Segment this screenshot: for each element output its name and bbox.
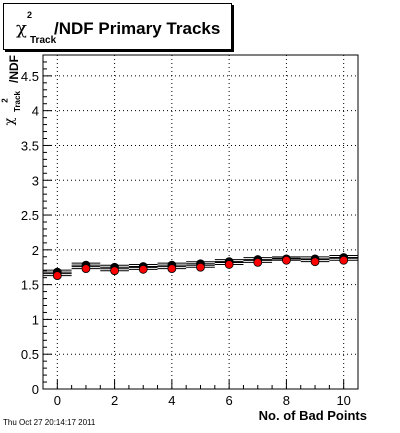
y-tick-label: 0.5 (21, 347, 39, 362)
timestamp: Thu Oct 27 20:14:17 2011 (3, 418, 96, 427)
y-tick-label: 4.5 (21, 69, 39, 84)
chart-title: /NDF Primary Tracks (54, 19, 221, 38)
x-tick-label: 8 (283, 393, 290, 408)
y-tick-label: 3 (32, 173, 39, 188)
y-tick-label: 2 (32, 243, 39, 258)
ylabel-chi-symbol: χ (2, 117, 18, 126)
x-tick-label: 10 (336, 393, 350, 408)
data-point (253, 257, 263, 267)
y-tick-label: 2.5 (21, 208, 39, 223)
title-superscript: 2 (27, 10, 33, 20)
x-tick-label: 4 (168, 393, 175, 408)
title-chi-symbol: χ (16, 18, 27, 39)
y-axis-label: χ 2 Track /NDF (0, 55, 28, 138)
ylabel-text: /NDF (7, 55, 21, 83)
data-point (138, 264, 148, 274)
chart-title-box: χ 2 Track /NDF Primary Tracks (3, 3, 232, 50)
x-tick-label: 2 (111, 393, 118, 408)
data-point (81, 264, 91, 274)
y-tick-label: 1 (32, 312, 39, 327)
data-point (167, 264, 177, 274)
data-point (196, 262, 205, 272)
y-tick-label: 0 (32, 382, 39, 397)
y-tick-label: 4 (32, 104, 39, 119)
ylabel-superscript: 2 (0, 98, 10, 103)
x-tick-label: 6 (226, 393, 233, 408)
ylabel-subscript: Track (13, 91, 22, 112)
title-subscript: Track (30, 35, 57, 46)
data-point (224, 260, 234, 269)
data-point (282, 255, 291, 265)
data-point (310, 257, 320, 267)
x-axis-label: No. of Bad Points (258, 408, 367, 423)
y-tick-label: 3.5 (21, 138, 39, 153)
y-tick-label: 1.5 (21, 278, 39, 293)
data-point (110, 266, 119, 276)
x-tick-label: 0 (54, 393, 61, 408)
plot-frame (42, 54, 359, 390)
data-point (52, 271, 62, 280)
data-point (339, 255, 349, 265)
